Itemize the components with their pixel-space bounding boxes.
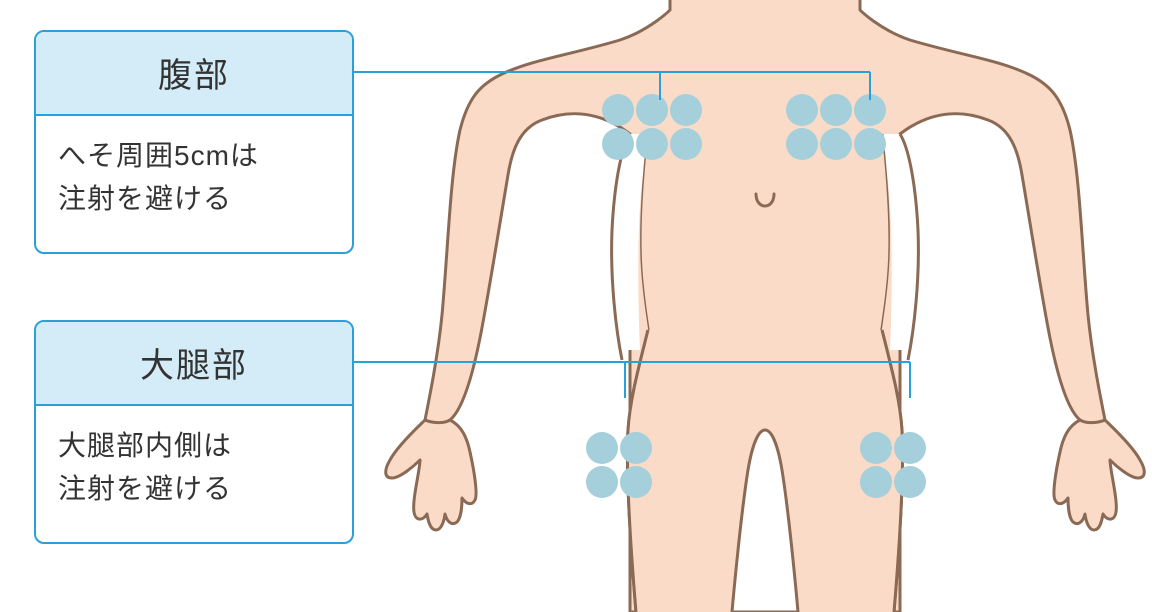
card-desc-line: 大腿部内側は	[58, 430, 232, 461]
card-title-abdomen: 腹部	[36, 32, 352, 116]
info-card-thigh: 大腿部大腿部内側は注射を避ける	[34, 320, 354, 544]
card-desc-thigh: 大腿部内側は注射を避ける	[36, 406, 352, 531]
body-illustration	[370, 0, 1152, 612]
card-title-thigh: 大腿部	[36, 322, 352, 406]
card-desc-line: へそ周囲5cmは	[58, 140, 259, 171]
card-desc-line: 注射を避ける	[58, 183, 232, 214]
info-card-abdomen: 腹部へそ周囲5cmは注射を避ける	[34, 30, 354, 254]
card-desc-line: 注射を避ける	[58, 473, 232, 504]
card-desc-abdomen: へそ周囲5cmは注射を避ける	[36, 116, 352, 241]
